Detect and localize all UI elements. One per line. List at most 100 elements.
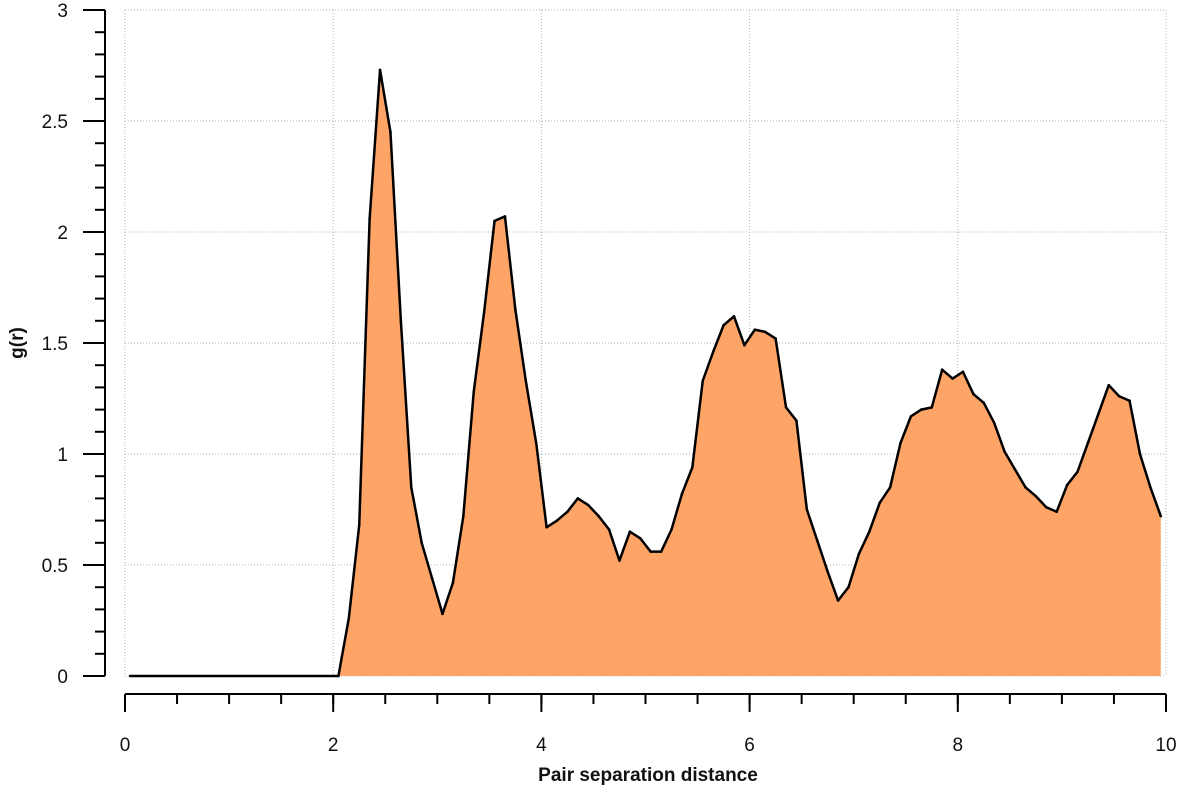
data-point bbox=[899, 441, 902, 445]
data-point bbox=[430, 577, 434, 580]
data-point bbox=[472, 390, 476, 394]
data-point bbox=[524, 379, 528, 383]
data-point bbox=[1003, 450, 1006, 454]
data-point bbox=[982, 401, 986, 405]
y-tick-label: 3 bbox=[57, 1, 68, 22]
x-axis-title: Pair separation distance bbox=[538, 765, 758, 786]
data-point bbox=[1055, 510, 1058, 514]
data-point bbox=[1117, 394, 1121, 398]
data-point bbox=[888, 486, 892, 489]
data-point bbox=[1149, 486, 1152, 489]
data-point bbox=[420, 541, 423, 545]
data-point bbox=[743, 343, 746, 347]
data-point bbox=[399, 319, 403, 323]
data-point bbox=[1065, 483, 1069, 487]
data-point bbox=[1128, 399, 1131, 403]
data-point bbox=[1013, 468, 1017, 471]
data-point bbox=[836, 599, 840, 602]
axes: 0 2 4 6 8 10 0 0.5 1 1.5 2 2.5 3 bbox=[42, 1, 1177, 756]
x-tick-label: 4 bbox=[536, 735, 547, 756]
data-point bbox=[482, 310, 486, 314]
data-point bbox=[607, 528, 611, 531]
data-point bbox=[638, 537, 642, 540]
data-point bbox=[1086, 441, 1090, 445]
data-point bbox=[940, 368, 944, 371]
y-axis-title: g(r) bbox=[7, 327, 28, 359]
data-point bbox=[566, 510, 569, 514]
data-point bbox=[545, 525, 548, 529]
data-point bbox=[774, 337, 777, 340]
data-point bbox=[514, 308, 517, 312]
data-point bbox=[680, 492, 684, 496]
data-point bbox=[784, 406, 788, 409]
data-point bbox=[649, 550, 653, 553]
y-tick-label: 0.5 bbox=[42, 556, 68, 577]
data-point bbox=[961, 370, 965, 374]
y-tick-label: 1 bbox=[57, 445, 68, 466]
data-point bbox=[409, 486, 413, 489]
data-point bbox=[659, 550, 663, 553]
area-fill bbox=[130, 69, 1161, 676]
data-point bbox=[1107, 383, 1111, 387]
data-point bbox=[815, 539, 819, 542]
data-point bbox=[847, 585, 850, 589]
data-point bbox=[753, 328, 757, 331]
data-point bbox=[1159, 514, 1163, 518]
data-point bbox=[462, 514, 465, 518]
data-point bbox=[451, 581, 455, 585]
x-tick-label: 6 bbox=[744, 735, 755, 756]
y-tick-label: 2 bbox=[57, 223, 68, 244]
data-point bbox=[972, 392, 975, 396]
data-point bbox=[618, 559, 621, 562]
data-point bbox=[493, 219, 496, 223]
data-point bbox=[555, 519, 559, 522]
data-point bbox=[368, 217, 371, 220]
data-point bbox=[1097, 412, 1100, 416]
data-point bbox=[597, 514, 600, 518]
data-point bbox=[909, 414, 913, 418]
data-point bbox=[701, 379, 705, 383]
data-point bbox=[534, 441, 538, 445]
data-point bbox=[868, 530, 871, 533]
y-tick-label: 1.5 bbox=[42, 334, 68, 355]
data-point bbox=[1138, 452, 1142, 456]
data-point bbox=[347, 616, 351, 620]
data-point bbox=[722, 323, 725, 327]
x-tick-label: 8 bbox=[953, 735, 964, 756]
data-point bbox=[1044, 505, 1048, 509]
data-point bbox=[389, 130, 392, 134]
data-point bbox=[1076, 470, 1079, 474]
data-point bbox=[795, 419, 798, 423]
data-point bbox=[691, 466, 694, 469]
x-tick-label: 10 bbox=[1155, 735, 1176, 756]
data-point bbox=[576, 497, 580, 500]
data-point bbox=[732, 315, 736, 318]
data-point bbox=[628, 530, 632, 533]
data-point bbox=[337, 674, 340, 678]
data-point bbox=[930, 406, 934, 409]
data-point bbox=[920, 408, 923, 411]
data-point bbox=[711, 350, 715, 354]
plot-area bbox=[128, 68, 1163, 678]
data-point bbox=[992, 421, 996, 425]
data-point bbox=[441, 612, 444, 616]
y-tick-label: 2.5 bbox=[42, 112, 68, 133]
data-point bbox=[128, 674, 132, 678]
data-point bbox=[1034, 494, 1038, 498]
data-point bbox=[951, 377, 954, 380]
data-point bbox=[1024, 486, 1027, 489]
data-point bbox=[857, 552, 861, 556]
x-tick-label: 0 bbox=[120, 735, 131, 756]
y-tick-label: 0 bbox=[57, 667, 68, 688]
data-point bbox=[357, 523, 361, 527]
data-point bbox=[763, 330, 767, 334]
data-point bbox=[805, 508, 809, 511]
data-point bbox=[878, 501, 882, 505]
x-tick-label: 2 bbox=[328, 735, 339, 756]
data-point bbox=[378, 68, 382, 72]
data-point bbox=[826, 570, 829, 573]
data-point bbox=[503, 215, 507, 218]
data-point bbox=[670, 528, 673, 531]
data-point bbox=[586, 503, 590, 507]
